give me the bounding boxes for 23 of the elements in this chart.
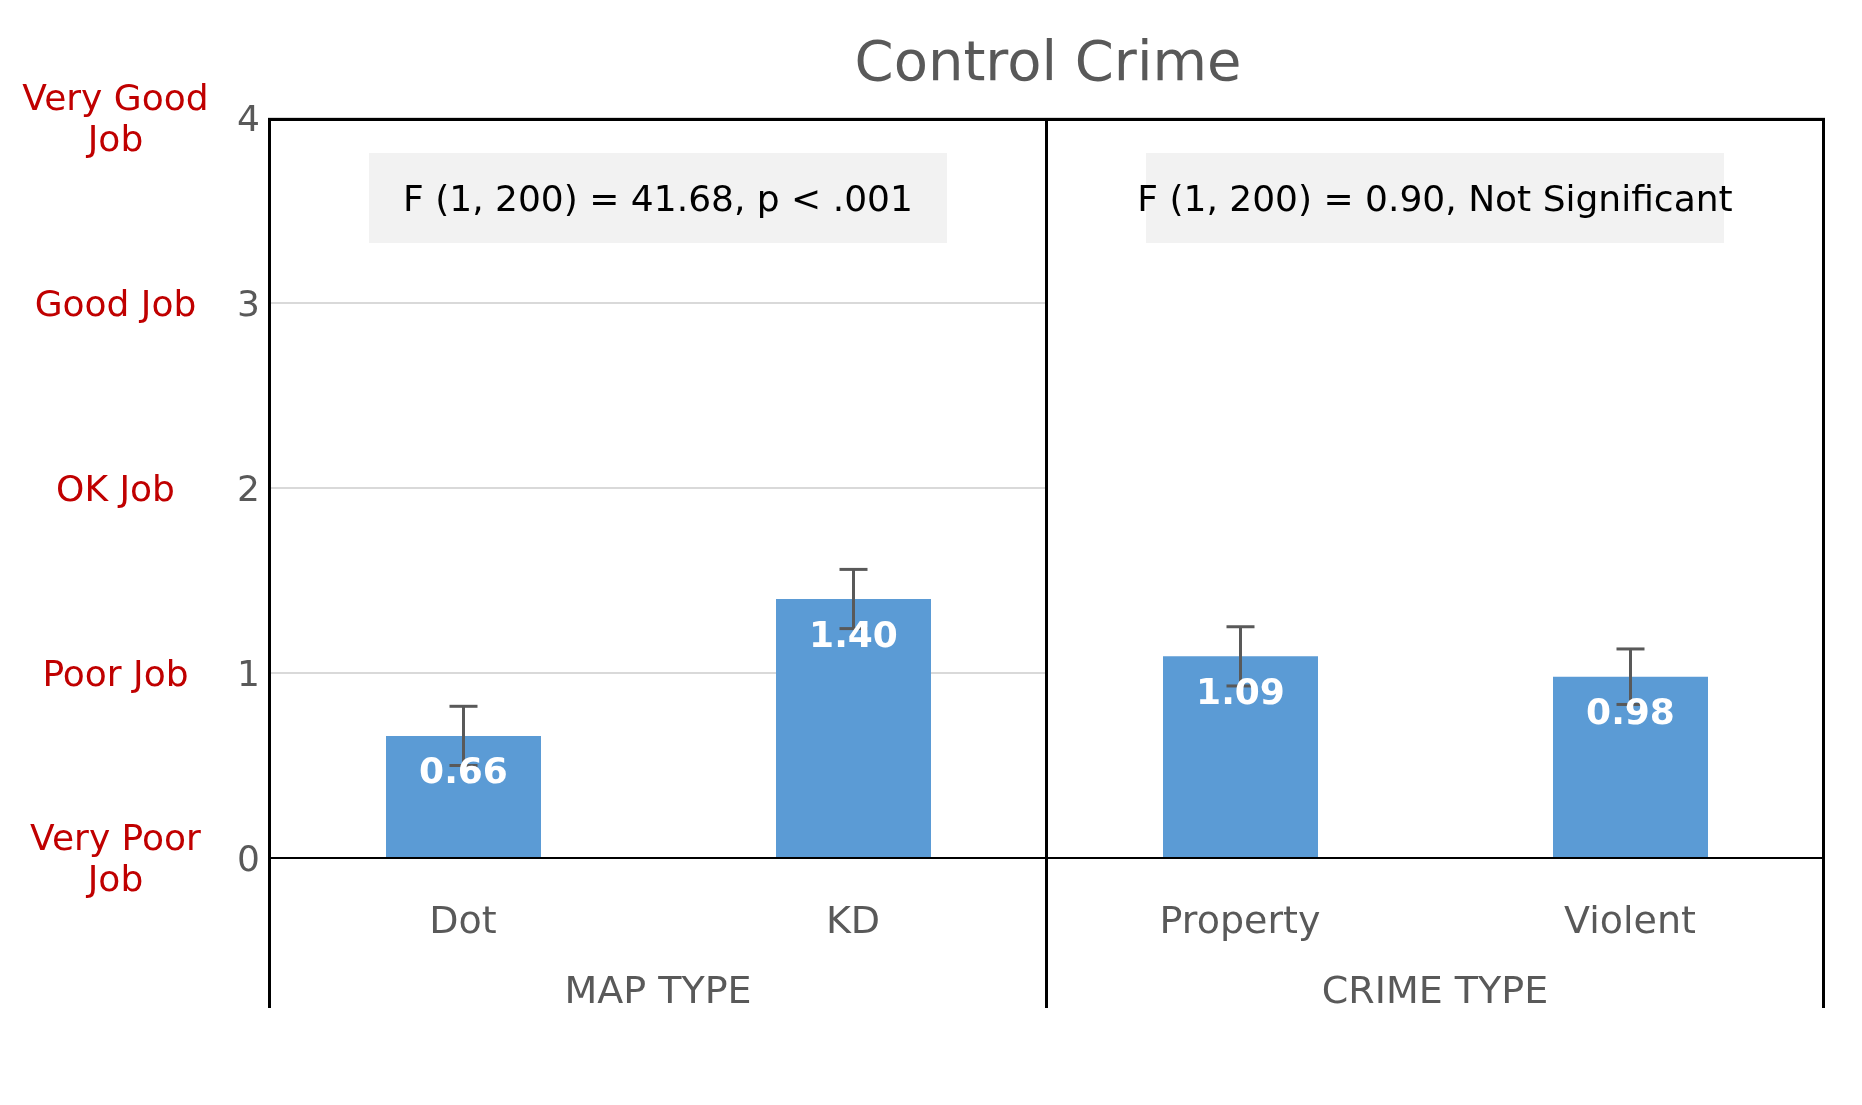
x-tick-label: KD [825,897,881,942]
y-tick-label: 4 [237,97,260,139]
text: Very Poor Job [29,816,202,901]
text: OK Job [55,466,176,511]
x-axis-title: MAP TYPE [564,968,752,1012]
data-label: 1.40 [809,613,898,655]
y-tick-label: 1 [237,652,260,694]
y-tick-label: 0 [237,837,260,879]
data-label: 0.66 [419,750,508,792]
x-tick-label: Violent [1564,897,1696,942]
text: Good Job [33,281,198,326]
x-tick-label: Dot [429,897,497,942]
text: Very Good Job [21,76,210,161]
annotation: F (1, 200) = 41.68, p < .001 [369,153,947,243]
x-axis-title: CRIME TYPE [1321,968,1549,1012]
y-tick-label: 2 [237,467,260,509]
chart-title: Control Crime [853,28,1243,93]
annotation: F (1, 200) = 0.90, Not Significant [1137,176,1733,221]
data-label: 0.98 [1586,691,1675,733]
x-tick-label: Property [1159,897,1321,942]
text: Poor Job [41,651,190,696]
data-label: 1.09 [1196,670,1285,712]
y-tick-label: 3 [237,282,260,324]
